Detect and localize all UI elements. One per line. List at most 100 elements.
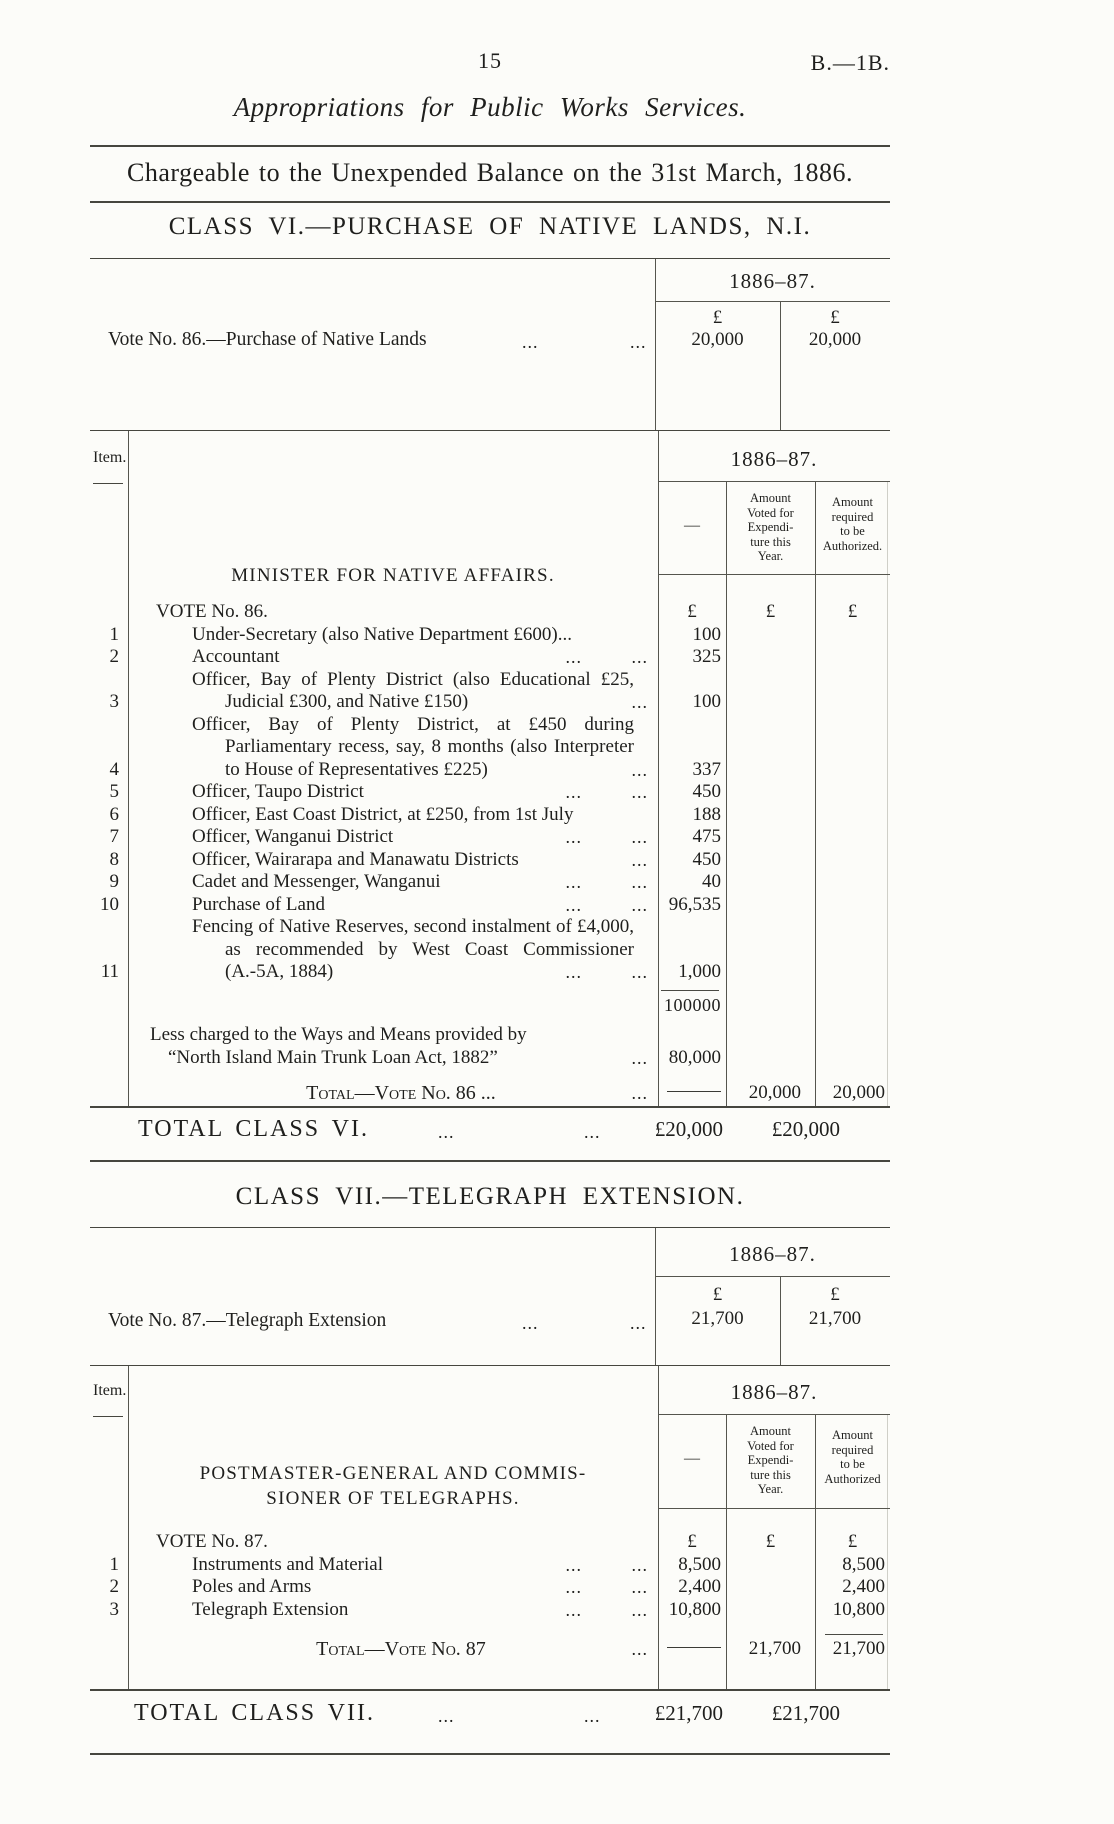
subtotal-rule (661, 989, 719, 991)
vote-87-item-table: Item. 1886–87. — Amount Voted for Expend… (90, 1365, 890, 1691)
horizontal-rule (90, 1753, 890, 1755)
currency-symbol: £ (712, 1284, 723, 1305)
item-number: 6 (109, 803, 120, 825)
item-col-dash (93, 1416, 123, 1417)
leader-dots: ... (438, 1706, 455, 1726)
less-note-line1: Less charged to the Ways and Means provi… (150, 1024, 527, 1045)
item-amount-authorized: 8,500 (842, 1553, 885, 1575)
item-amount: 188 (692, 803, 722, 825)
table-vline (655, 259, 656, 431)
leader-dots: ... (522, 332, 539, 352)
col-header-dash: — (684, 1450, 700, 1467)
item-amount: 1,000 (678, 961, 721, 982)
leader-dots: ... ... (565, 1577, 648, 1597)
currency-symbol: £ (687, 601, 697, 622)
item-number: 3 (109, 691, 120, 712)
class-vii-total-label: TOTAL CLASS VII. (134, 1700, 375, 1726)
year-header: 1886–87. (729, 1242, 816, 1266)
year-header: 1886–87. (729, 269, 816, 293)
currency-symbol: £ (687, 1531, 697, 1552)
leader-dots: ... (631, 1083, 648, 1103)
table-vline (658, 431, 659, 1106)
total-voted: 20,000 (748, 1082, 801, 1103)
col-header-dash: — (684, 517, 700, 534)
item-amount: 337 (692, 758, 722, 780)
doc-ref: B.—1B. (810, 50, 890, 75)
item-number: 2 (109, 1576, 120, 1597)
table-vline (815, 1414, 816, 1689)
table-hline (655, 301, 890, 302)
item-number: 10 (100, 893, 119, 915)
item-desc: Telegraph Extension (192, 1598, 349, 1620)
item-desc: Poles and Arms (192, 1576, 312, 1597)
table-row: 1 Instruments and Material... ... 8,500 … (90, 1554, 890, 1577)
item-amount: 450 (692, 781, 722, 802)
leader-dots: ... (584, 1706, 601, 1726)
col-header-voted: Amount Voted for Expendi- ture this Year… (747, 1424, 794, 1496)
currency-symbol: £ (765, 1531, 776, 1552)
table-row: 3 Telegraph Extension ... ... 10,800 10,8… (90, 1599, 890, 1622)
leader-dots: ... (631, 1639, 648, 1659)
department-heading: POSTMASTER-GENERAL AND COMMIS- SIONER OF… (199, 1463, 587, 1509)
currency-symbol: £ (847, 601, 858, 622)
vote-no-label: VOTE No. 86. (156, 601, 268, 622)
item-amount: 96,535 (668, 893, 721, 915)
item-amount: 325 (692, 646, 722, 667)
amount-voted: 21,700 (691, 1308, 744, 1329)
item-number: 4 (109, 758, 120, 780)
subtotal-amount: 100000 (664, 994, 721, 1015)
item-desc: Under-Secretary (also Native Department … (192, 623, 572, 645)
vote-label: Vote No. 87.—Telegraph Extension (108, 1310, 387, 1331)
table-row: 9 Cadet and Messenger, Wanganui ... ... 4… (90, 871, 890, 894)
table-row: VOTE No. 87. £ £ £ (90, 1531, 890, 1554)
item-amount: 40 (702, 871, 721, 892)
item-col-header: Item. (93, 449, 127, 466)
table-vline (887, 1414, 888, 1689)
table-row: VOTE No. 86. £ £ £ (90, 601, 890, 624)
item-number: 3 (109, 1598, 120, 1620)
table-vline (128, 1366, 129, 1689)
leader-dots: ... ... (565, 894, 648, 915)
leader-dots: ... ... (565, 1599, 648, 1620)
item-number: 11 (100, 961, 119, 982)
table-row: 10 Purchase of Land ... ... 96,535 (90, 894, 890, 917)
vote-label: Vote No. 86.—Purchase of Native Lands (108, 329, 427, 350)
table-vline (887, 481, 888, 1106)
leader-dots: ... ... (565, 1554, 648, 1575)
leader-dots: ... (631, 849, 648, 870)
doc-title: Appropriations for Public Works Services… (233, 92, 747, 122)
amount-authorized: 20,000 (808, 329, 862, 350)
item-number: 1 (109, 623, 120, 645)
currency-symbol: £ (847, 1531, 858, 1552)
horizontal-rule (90, 145, 890, 147)
item-amount: 2,400 (678, 1576, 721, 1597)
table-row: 8 Officer, Wairarapa and Manawatu Distri… (90, 849, 890, 872)
leader-dots: ... (438, 1122, 455, 1142)
horizontal-rule (90, 1160, 890, 1162)
chargeable-note: Chargeable to the Unexpended Balance on … (127, 158, 853, 187)
item-amount: 8,500 (678, 1553, 721, 1575)
item-amount: 100 (692, 623, 722, 645)
leader-dots: ... ... (565, 647, 648, 667)
item-amount: 450 (692, 848, 722, 870)
table-vline (726, 1414, 727, 1689)
total-dash (667, 1091, 721, 1092)
table-vline (726, 481, 727, 1106)
table-vline (780, 301, 781, 431)
leader-dots: ... (631, 692, 648, 712)
col-header-authorized: Amount required to be Authorized (824, 1428, 881, 1486)
item-desc: Officer, Bay of Plenty District, at £450… (192, 713, 634, 780)
item-desc: Fencing of Native Reserves, second insta… (192, 916, 634, 982)
less-row: Less charged to the Ways and Means provi… (90, 1024, 890, 1069)
table-vline (658, 1366, 659, 1689)
item-desc: Cadet and Messenger, Wanganui (192, 871, 441, 892)
currency-symbol: £ (830, 307, 840, 328)
leader-dots: ... ... (565, 827, 648, 847)
table-row: 7 Officer, Wanganui District ... ... 475 (90, 826, 890, 849)
table-row: 2 Poles and Arms ... ... 2,400 2,400 (90, 1576, 890, 1599)
item-desc: Officer, Taupo District (192, 781, 364, 802)
table-hline (655, 1276, 890, 1277)
total-row: Total—Vote No. 86 ...... 20,000 20,000 (90, 1082, 890, 1105)
item-amount: 475 (692, 826, 722, 847)
item-desc: Instruments and Material (192, 1553, 384, 1575)
